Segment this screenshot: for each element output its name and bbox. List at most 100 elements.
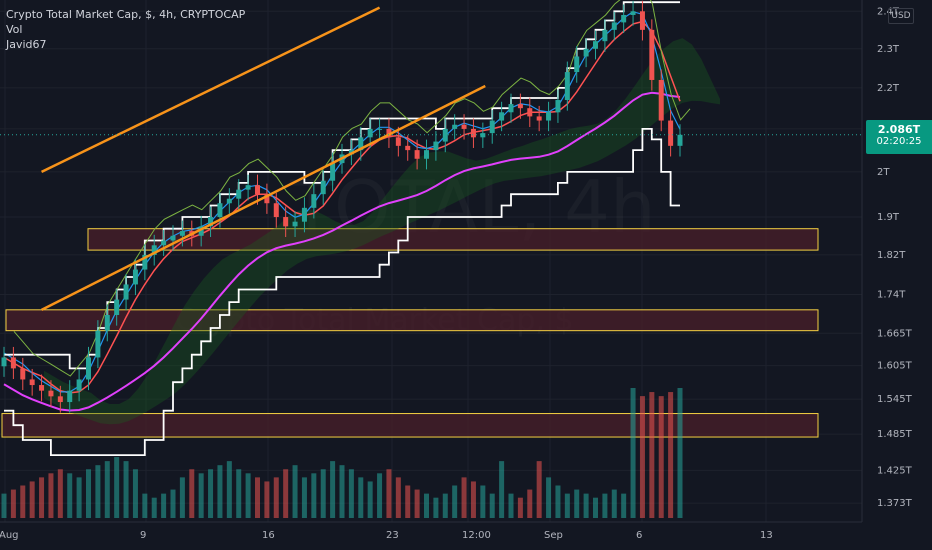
candle-body — [442, 128, 448, 142]
volume-bars — [1, 388, 683, 518]
volume-bar — [151, 497, 157, 518]
volume-bar — [76, 477, 82, 518]
volume-bar — [20, 485, 26, 518]
candle-body — [236, 189, 242, 199]
volume-bar — [517, 497, 523, 518]
custom-indicator-label[interactable]: Javid67 — [6, 38, 47, 51]
candle-body — [424, 150, 429, 159]
volume-bar — [208, 469, 214, 518]
candle-body — [198, 226, 204, 236]
candle-body — [142, 254, 148, 270]
volume-bar — [245, 473, 251, 518]
chart-grid — [0, 0, 862, 522]
candle-body — [1, 357, 7, 367]
volume-bar — [236, 469, 242, 518]
candle-body — [461, 124, 467, 129]
support-zone — [5, 309, 819, 332]
candle-body — [226, 198, 232, 204]
volume-bar — [57, 469, 63, 518]
candle-body — [208, 217, 214, 227]
volume-bar — [142, 493, 148, 518]
currency-unit-button[interactable]: USD — [888, 8, 914, 24]
candle-body — [433, 141, 439, 151]
volume-bar — [123, 461, 129, 518]
volume-bar — [405, 485, 411, 518]
volume-bar — [170, 489, 176, 518]
candle-body — [29, 379, 35, 386]
volume-bar — [611, 489, 617, 518]
price-tick-label: 2.2T — [877, 83, 900, 94]
volume-bar — [442, 493, 448, 518]
volume-bar — [264, 481, 270, 518]
time-tick-label: Aug — [0, 530, 19, 541]
last-price-tag: 2.086T 02:20:25 — [866, 120, 932, 154]
volume-bar — [574, 489, 580, 518]
candle-body — [611, 22, 617, 30]
volume-bar — [677, 388, 683, 518]
candle-body — [649, 29, 655, 80]
chart-legend[interactable]: Crypto Total Market Cap, $, 4h, CRYPTOCA… — [6, 7, 245, 52]
candle-body — [245, 185, 251, 190]
time-tick-label: 23 — [386, 530, 399, 541]
volume-bar — [668, 392, 674, 518]
candle-body — [621, 14, 627, 23]
candle-body — [161, 240, 167, 246]
volume-bar — [470, 481, 476, 518]
volume-indicator-label[interactable]: Vol — [6, 23, 23, 36]
candle-body — [480, 133, 486, 138]
volume-bar — [132, 469, 138, 518]
candle-body — [301, 207, 307, 222]
volume-bar — [95, 465, 101, 518]
volume-bar — [301, 477, 307, 518]
candle-body — [292, 221, 298, 227]
volume-bar — [339, 465, 345, 518]
volume-bar — [1, 493, 7, 518]
channel-upper-line — [41, 6, 381, 173]
candle-body — [104, 314, 110, 331]
volume-bar — [649, 392, 655, 518]
candle-body — [86, 357, 91, 380]
trend-channel — [0, 6, 862, 311]
candle-body — [658, 79, 664, 121]
volume-bar — [217, 465, 223, 518]
volume-bar — [255, 477, 260, 518]
volume-bar — [583, 493, 589, 518]
volume-bar — [546, 477, 552, 518]
candle-body — [255, 185, 260, 195]
price-tick-label: 2.3T — [877, 44, 900, 55]
time-tick-label: Sep — [544, 530, 563, 541]
volume-bar — [198, 473, 204, 518]
volume-bar — [602, 493, 608, 518]
volume-bar — [348, 469, 354, 518]
candle-body — [358, 137, 364, 151]
volume-bar — [367, 481, 373, 518]
price-tick-label: 1.545T — [877, 394, 913, 405]
volume-bar — [395, 477, 401, 518]
price-tick-label: 1.425T — [877, 465, 913, 476]
candle-body — [264, 194, 270, 204]
volume-bar — [189, 469, 195, 518]
candle-body — [57, 396, 63, 403]
time-tick-label: 13 — [760, 530, 773, 541]
price-tick-label: 1.74T — [877, 290, 906, 301]
candle-body — [311, 194, 317, 208]
price-tick-label: 2T — [877, 167, 890, 178]
candle-body — [217, 203, 223, 218]
candle-body — [405, 145, 411, 151]
candle-body — [630, 11, 636, 15]
last-price: 2.086T — [877, 123, 921, 136]
symbol-title[interactable]: Crypto Total Market Cap, $, 4h, CRYPTOCA… — [6, 8, 246, 21]
support-zone — [87, 228, 819, 251]
candle-body — [76, 379, 82, 391]
volume-bar — [114, 457, 120, 518]
candle-body — [273, 203, 279, 218]
candle-body — [555, 100, 561, 113]
candle-body — [583, 48, 589, 57]
candle-body — [470, 128, 476, 138]
volume-bar — [480, 485, 486, 518]
candle-body — [489, 120, 495, 134]
volume-bar — [555, 485, 561, 518]
price-tick-label: 1.605T — [877, 361, 913, 372]
volume-bar — [179, 477, 185, 518]
